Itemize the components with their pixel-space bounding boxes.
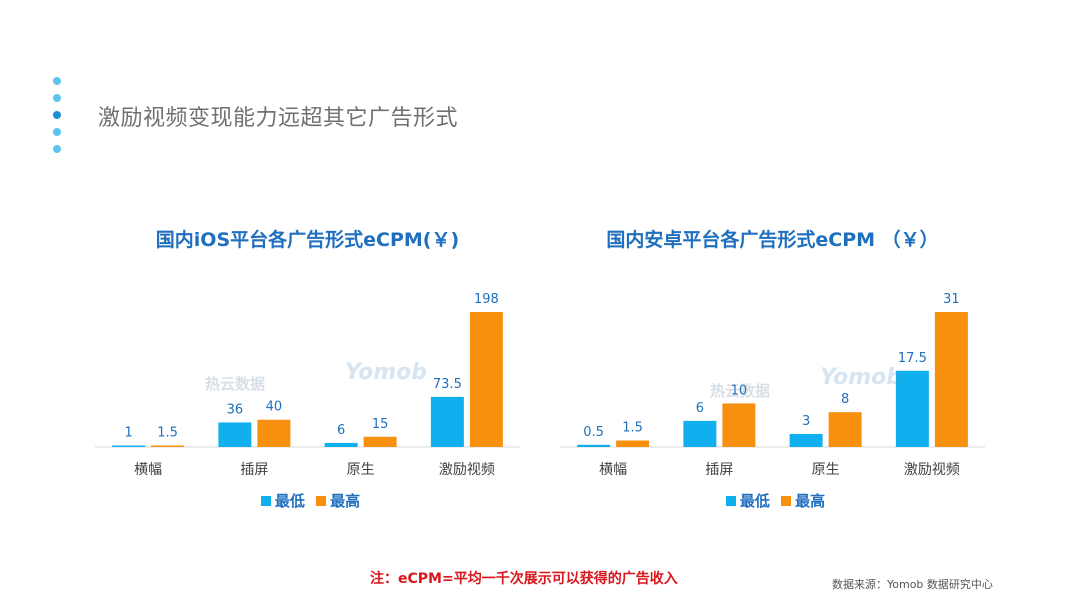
bar-low-2 <box>324 442 358 447</box>
bar-high-3 <box>469 312 503 447</box>
legend-swatch-high <box>316 496 327 506</box>
value-label-high-0: 1.5 <box>622 420 643 435</box>
category-label-2: 原生 <box>347 462 375 478</box>
value-label-high-0: 1.5 <box>157 426 178 441</box>
category-label-1: 插屏 <box>705 462 733 478</box>
bar-low-0 <box>112 445 146 447</box>
android-legend: 最低 最高 <box>560 490 985 511</box>
ios-watermark-cn: 热云数据 <box>205 375 266 393</box>
dot-2 <box>53 94 61 102</box>
bar-high-1 <box>257 419 291 447</box>
value-label-low-3: 73.5 <box>433 377 462 392</box>
category-label-2: 原生 <box>812 462 840 478</box>
category-label-3: 激励视频 <box>904 461 960 478</box>
bar-high-1 <box>722 403 756 447</box>
value-label-low-3: 17.5 <box>898 351 927 366</box>
dot-3 <box>53 111 61 119</box>
legend-label-high: 最高 <box>795 492 826 510</box>
value-label-low-2: 6 <box>337 423 345 438</box>
value-label-low-2: 3 <box>802 414 810 429</box>
value-label-low-0: 1 <box>124 426 132 441</box>
value-label-low-0: 0.5 <box>583 425 604 440</box>
android-chart: 国内安卓平台各广告形式eCPM （￥） 0.5 1.5 横幅 6 10 插屏 3 8 原生 17.… <box>560 225 985 515</box>
android-watermark-logo: Yomob <box>820 365 902 390</box>
category-label-3: 激励视频 <box>439 461 495 478</box>
bar-high-0 <box>151 445 185 447</box>
bar-high-2 <box>828 412 862 447</box>
android-chart-plot: 0.5 1.5 横幅 6 10 插屏 3 8 原生 17.5 31 激励视频 <box>560 292 985 478</box>
category-label-0: 横幅 <box>599 462 627 478</box>
category-label-1: 插屏 <box>240 462 268 478</box>
value-label-high-1: 40 <box>266 400 283 415</box>
bar-low-1 <box>218 422 252 447</box>
value-label-high-2: 8 <box>841 392 849 407</box>
legend-label-low: 最低 <box>739 492 770 510</box>
bar-low-3 <box>430 396 464 447</box>
bar-high-0 <box>616 440 650 447</box>
legend-label-high: 最高 <box>330 492 361 510</box>
value-label-high-1: 10 <box>731 383 748 398</box>
ios-watermark-logo: Yomob <box>345 360 427 385</box>
ios-legend: 最低 最高 <box>95 490 520 511</box>
ecpm-note: 注：eCPM=平均一千次展示可以获得的广告收入 <box>370 571 678 587</box>
value-label-low-1: 36 <box>227 402 244 417</box>
value-label-high-3: 31 <box>943 292 960 307</box>
bar-low-3 <box>895 370 929 447</box>
dot-5 <box>53 145 61 153</box>
page-title: 激励视频变现能力远超其它广告形式 <box>98 106 459 131</box>
dot-4 <box>53 128 61 136</box>
data-source: 数据来源：Yomob 数据研究中心 <box>832 578 993 591</box>
value-label-low-1: 6 <box>696 401 704 416</box>
ios-chart: 国内iOS平台各广告形式eCPM(￥) 1 1.5 横幅 36 40 插屏 6 15 原生 73.… <box>95 225 520 515</box>
bar-low-0 <box>577 444 611 447</box>
bar-low-1 <box>683 420 717 447</box>
bar-high-2 <box>363 436 397 447</box>
legend-swatch-low <box>260 496 271 506</box>
android-watermark-cn: 热云数据 <box>710 382 771 400</box>
legend-swatch-low <box>725 496 736 506</box>
bar-low-2 <box>789 433 823 447</box>
legend-label-low: 最低 <box>274 492 305 510</box>
ios-chart-plot: 1 1.5 横幅 36 40 插屏 6 15 原生 73.5 198 激励视频 <box>95 292 520 478</box>
value-label-high-2: 15 <box>372 417 389 432</box>
legend-swatch-high <box>781 496 792 506</box>
category-label-0: 横幅 <box>134 462 162 478</box>
android-chart-title: 国内安卓平台各广告形式eCPM （￥） <box>606 229 939 251</box>
value-label-high-3: 198 <box>474 292 499 307</box>
bar-high-3 <box>934 312 968 447</box>
ios-chart-title: 国内iOS平台各广告形式eCPM(￥) <box>155 229 460 251</box>
decorative-dots <box>53 77 63 162</box>
dot-1 <box>53 77 61 85</box>
